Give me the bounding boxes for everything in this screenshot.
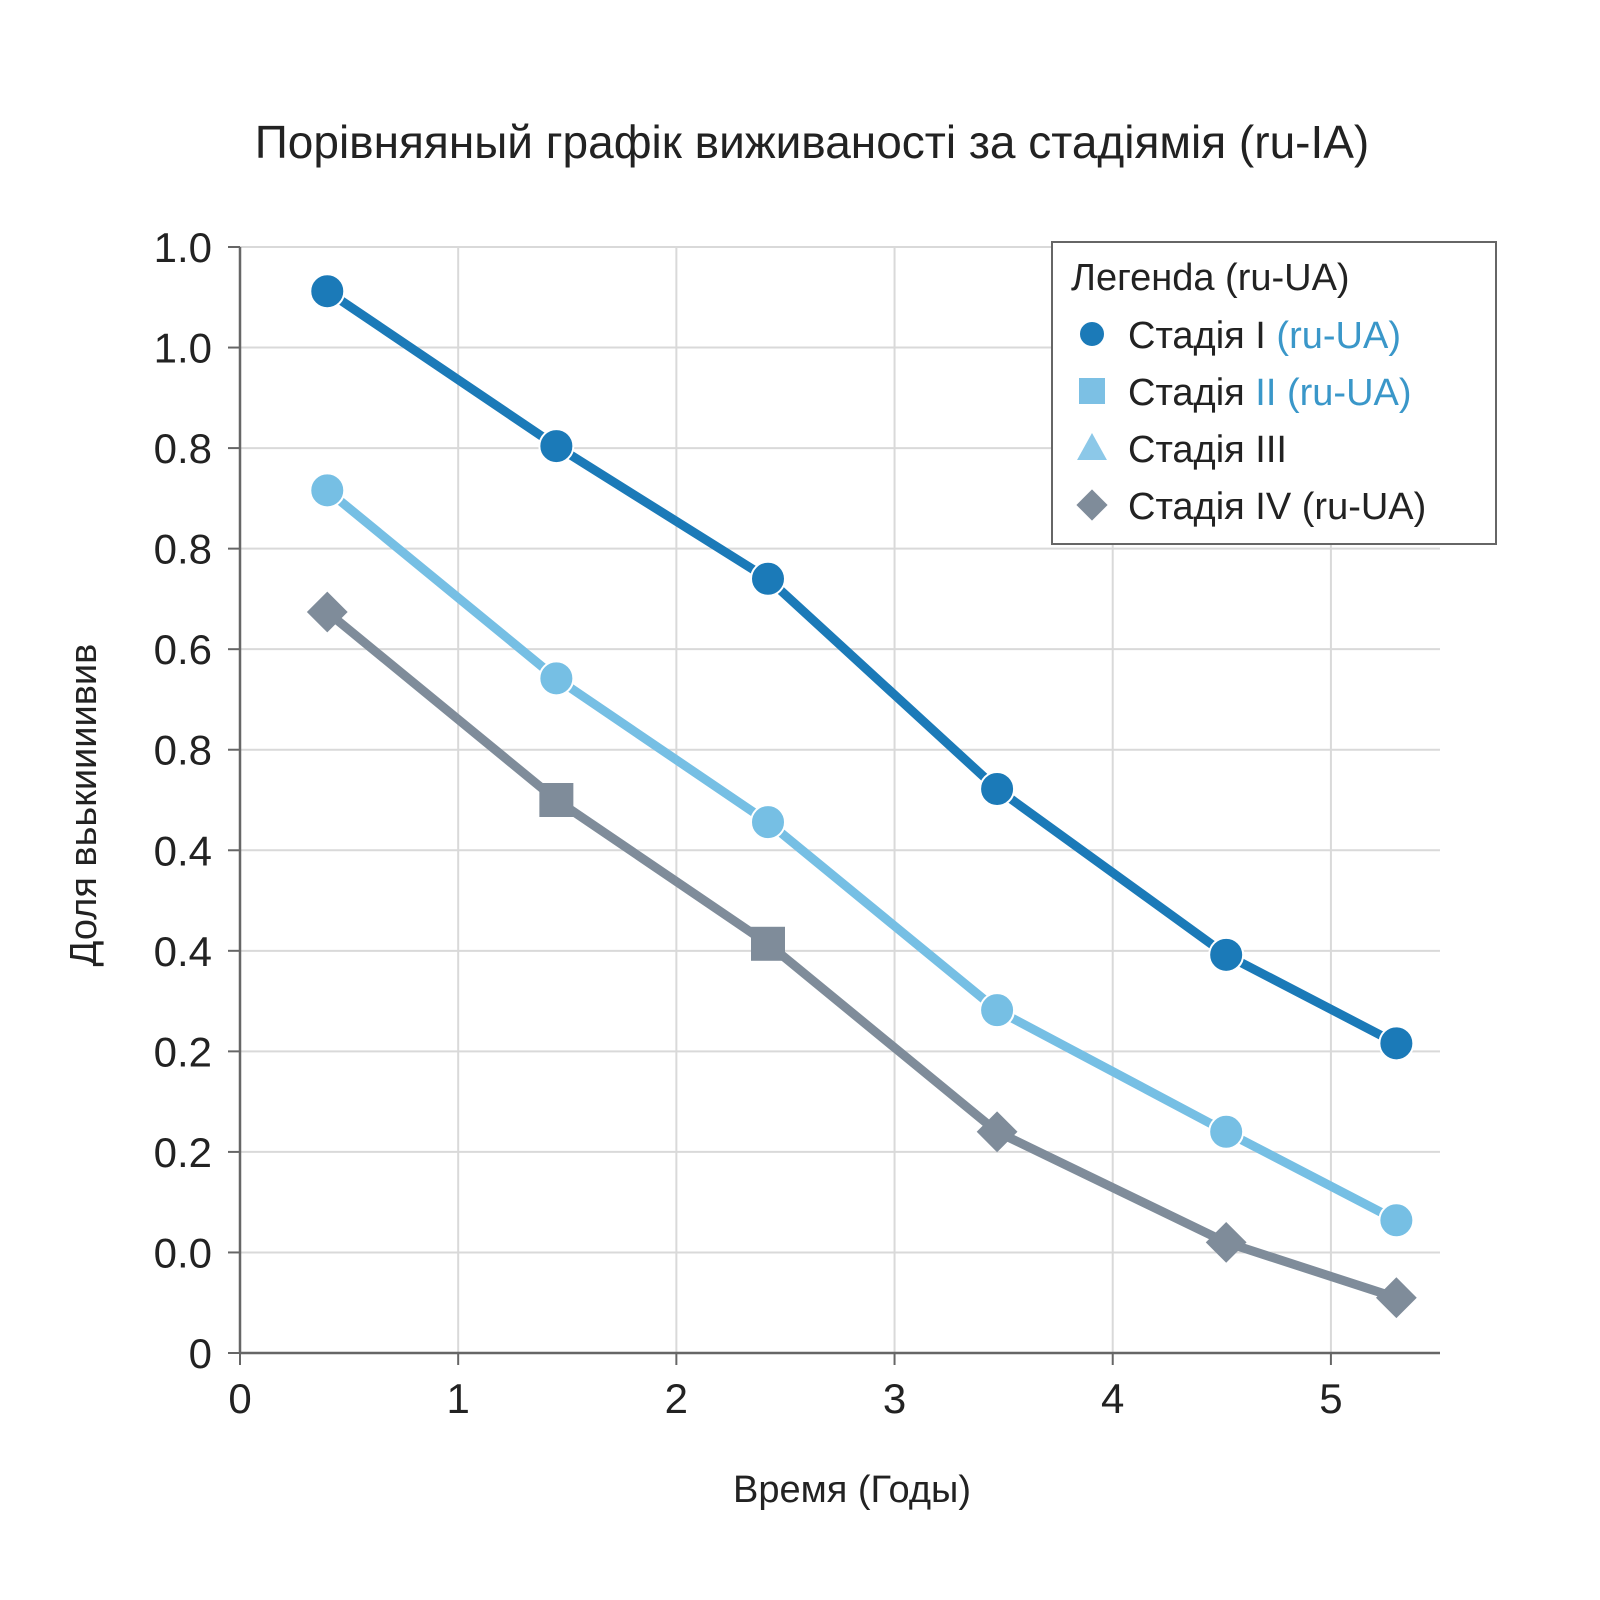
chart-title: Порівняяный графік виживаності за стадія… bbox=[255, 116, 1370, 168]
x-tick-label: 4 bbox=[1101, 1375, 1124, 1422]
legend-entry-label: Стадія III bbox=[1128, 429, 1287, 471]
y-tick-label: 0.4 bbox=[154, 928, 212, 975]
y-tick-label: 0.4 bbox=[154, 827, 212, 874]
data-point bbox=[976, 1111, 1018, 1153]
y-tick-label: 0.6 bbox=[154, 626, 212, 673]
x-axis-label: Время (Годы) bbox=[733, 1469, 971, 1511]
data-point bbox=[979, 992, 1016, 1029]
legend: Легенdа (ru-UA) Стадія I (ru-UA)Стадія I… bbox=[1051, 241, 1497, 545]
legend-marker-square bbox=[1079, 378, 1105, 404]
x-axis-ticks: 0 1 2 3 4 5 bbox=[228, 1353, 1343, 1422]
y-tick-label: 1.0 bbox=[154, 224, 212, 271]
data-point bbox=[750, 560, 786, 597]
legend-entries: Стадія I (ru-UA) Стадія II (ru-UA) Стадія … bbox=[1076, 315, 1426, 528]
y-tick-label: 0 bbox=[189, 1330, 212, 1377]
legend-title: Легенdа (ru-UA) bbox=[1071, 257, 1350, 299]
series-line bbox=[322, 607, 1401, 1303]
y-tick-label: 0.8 bbox=[154, 425, 212, 472]
legend-entry-label: Стадія I (ru-UA) bbox=[1128, 315, 1401, 357]
axes bbox=[238, 247, 1440, 1355]
series-3 bbox=[306, 591, 1417, 1319]
data-point bbox=[750, 804, 786, 841]
series-1 bbox=[309, 273, 1415, 1062]
series-line bbox=[322, 286, 1401, 1048]
legend-marker-circle bbox=[1078, 320, 1106, 348]
series-line bbox=[322, 485, 1401, 1225]
legend-marker-diamond bbox=[1076, 489, 1108, 521]
data-point bbox=[1205, 1222, 1247, 1263]
y-tick-label: 0.8 bbox=[154, 526, 212, 573]
series-2 bbox=[309, 472, 1415, 1239]
y-tick-label: 0.0 bbox=[154, 1229, 212, 1276]
data-point bbox=[979, 770, 1016, 807]
data-point bbox=[539, 783, 574, 817]
y-tick-label: 1.0 bbox=[154, 325, 212, 372]
x-tick-label: 0 bbox=[228, 1375, 251, 1422]
y-tick-label: 0.2 bbox=[154, 1129, 212, 1176]
data-point bbox=[309, 273, 346, 310]
legend-box bbox=[1051, 241, 1497, 545]
data-point bbox=[1378, 1025, 1415, 1062]
data-point bbox=[1208, 1113, 1245, 1150]
legend-entry-label: Стадія IV (ru-UA) bbox=[1128, 486, 1426, 528]
x-tick-label: 5 bbox=[1319, 1375, 1342, 1422]
legend-marker-triangle bbox=[1077, 433, 1107, 460]
y-tick-label: 0.2 bbox=[154, 1028, 212, 1075]
legend-entry-label: Стадія II (ru-UA) bbox=[1128, 372, 1412, 414]
data-point bbox=[1375, 1277, 1417, 1319]
y-axis-label: Доля вьькиииивив bbox=[63, 644, 105, 967]
data-point bbox=[538, 428, 575, 465]
series-group bbox=[306, 273, 1417, 1319]
x-tick-label: 1 bbox=[447, 1375, 470, 1422]
data-point bbox=[309, 472, 346, 509]
data-point bbox=[751, 926, 785, 961]
x-tick-label: 2 bbox=[665, 1375, 688, 1422]
data-point bbox=[538, 660, 575, 697]
y-axis-ticks: 0 0.0 0.2 0.2 0.4 0.4 0.8 0.6 0.8 0.8 1.0 1.0 bbox=[154, 224, 240, 1377]
data-point bbox=[306, 591, 348, 633]
data-point bbox=[1378, 1202, 1415, 1239]
x-tick-label: 3 bbox=[883, 1375, 906, 1422]
y-tick-label: 0.8 bbox=[154, 727, 212, 774]
data-point bbox=[1208, 936, 1245, 973]
